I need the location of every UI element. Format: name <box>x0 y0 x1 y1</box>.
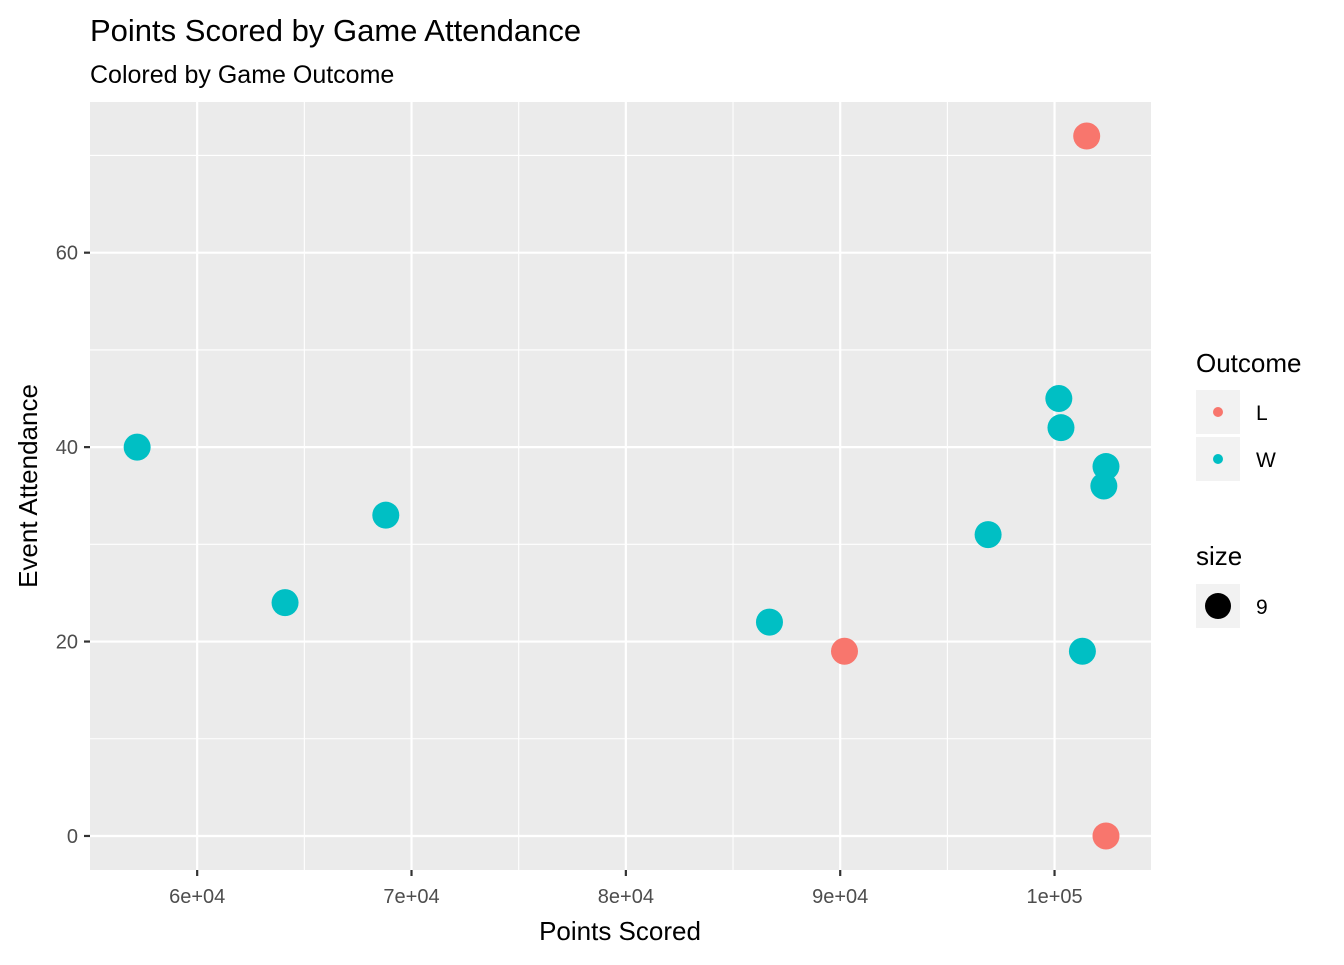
y-tick-label: 60 <box>56 243 78 265</box>
x-tick-label: 6e+04 <box>169 886 225 908</box>
grid-lines <box>90 102 1151 870</box>
y-tick-label: 40 <box>56 437 78 459</box>
legend-key-L <box>1213 407 1223 417</box>
chart-subtitle: Colored by Game Outcome <box>90 61 394 89</box>
data-point-L <box>1073 122 1101 150</box>
data-point-L <box>1092 822 1120 850</box>
chart-title: Points Scored by Game Attendance <box>90 13 581 48</box>
data-point-W <box>1068 637 1096 665</box>
x-tick-label: 7e+04 <box>383 886 439 908</box>
legend-label-L: L <box>1256 402 1268 425</box>
legend-size-title: size <box>1196 541 1242 571</box>
data-point-W <box>1045 385 1073 413</box>
y-axis-title: Event Attendance <box>13 384 43 588</box>
data-point-L <box>830 637 858 665</box>
x-tick-label: 9e+04 <box>812 886 868 908</box>
legend-key-size-9 <box>1205 593 1231 619</box>
plot-panel <box>90 102 1151 870</box>
legend-label-W: W <box>1256 449 1276 472</box>
data-point-W <box>1047 414 1075 442</box>
data-points <box>123 122 1120 850</box>
x-tick-label: 8e+04 <box>598 886 654 908</box>
x-tick-label: 1e+05 <box>1026 886 1082 908</box>
legend-label-size-9: 9 <box>1256 596 1268 619</box>
data-point-W <box>1090 472 1118 500</box>
data-point-W <box>1092 453 1120 481</box>
data-point-W <box>123 433 151 461</box>
y-tick-label: 0 <box>67 826 78 848</box>
x-axis-title: Points Scored <box>539 916 701 946</box>
axis-ticks: 6e+04 7e+04 8e+04 9e+04 1e+05 0 20 40 60 <box>56 243 1083 908</box>
data-point-W <box>271 589 299 617</box>
legend: Outcome L W size 9 <box>1196 348 1302 628</box>
legend-key-W <box>1213 454 1223 464</box>
legend-color-title: Outcome <box>1196 348 1302 378</box>
y-tick-label: 20 <box>56 632 78 654</box>
data-point-W <box>974 521 1002 549</box>
data-point-W <box>372 501 400 529</box>
data-point-W <box>755 608 783 636</box>
